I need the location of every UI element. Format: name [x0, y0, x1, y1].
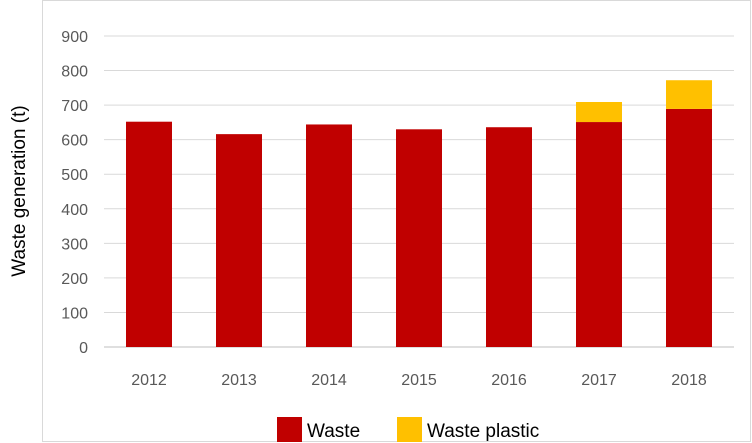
x-tick-2016: 2016: [491, 372, 527, 389]
x-tick-labels: 2012 2013 2014 2015 2016 2017 2018: [131, 372, 707, 389]
legend: Waste Waste plastic: [277, 417, 539, 442]
bars: [126, 80, 712, 347]
y-tick-labels: 0 100 200 300 400 500 600 700 800 900: [61, 29, 88, 357]
y-tick-200: 200: [61, 271, 88, 288]
x-tick-2012: 2012: [131, 372, 167, 389]
y-tick-800: 800: [61, 64, 88, 81]
y-tick-700: 700: [61, 98, 88, 115]
y-tick-300: 300: [61, 236, 88, 253]
bar-2012-waste: [126, 121, 172, 347]
y-tick-100: 100: [61, 305, 88, 322]
bar-2018-waste: [666, 108, 712, 347]
legend-label-waste: Waste: [307, 421, 360, 442]
bar-2014-waste: [306, 124, 352, 347]
legend-swatch-waste: [277, 417, 302, 442]
bar-2018-waste-plastic: [666, 80, 712, 109]
x-tick-2013: 2013: [221, 372, 257, 389]
x-tick-2018: 2018: [671, 372, 707, 389]
gridlines: [104, 35, 734, 348]
x-tick-2017: 2017: [581, 372, 617, 389]
y-axis-label: Waste generation (t): [9, 105, 30, 276]
legend-label-waste-plastic: Waste plastic: [427, 421, 539, 442]
y-tick-900: 900: [61, 29, 88, 46]
legend-swatch-waste-plastic: [397, 417, 422, 442]
y-tick-600: 600: [61, 133, 88, 150]
bar-2013-waste: [216, 134, 262, 347]
bar-2017-waste-plastic: [576, 102, 622, 123]
x-tick-2015: 2015: [401, 372, 437, 389]
bar-2016-waste: [486, 127, 532, 347]
x-tick-2014: 2014: [311, 372, 347, 389]
y-tick-0: 0: [79, 340, 88, 357]
y-tick-400: 400: [61, 202, 88, 219]
y-tick-500: 500: [61, 167, 88, 184]
bar-2017-waste: [576, 122, 622, 347]
bar-2015-waste: [396, 129, 442, 347]
